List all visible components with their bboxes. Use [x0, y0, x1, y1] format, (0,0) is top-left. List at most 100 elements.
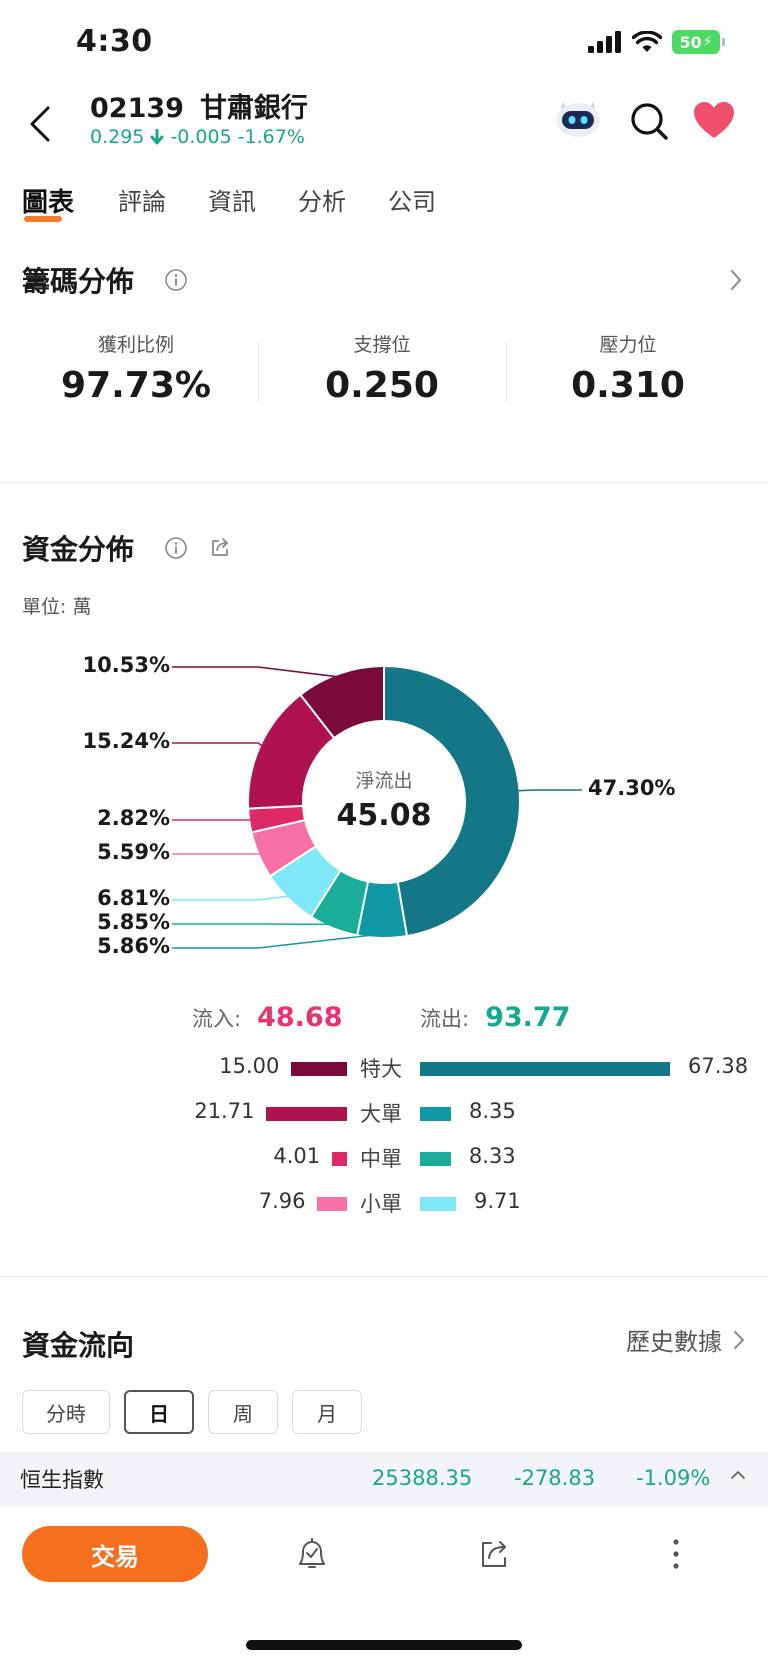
stock-price: 0.295	[90, 126, 145, 148]
outflow-value: 93.77	[485, 1002, 571, 1033]
capital-flow-title: 資金流向	[22, 1329, 135, 1362]
tab-analysis[interactable]: 分析	[298, 188, 346, 216]
slice-percent-label: 47.30%	[588, 776, 676, 800]
more-options-icon[interactable]	[656, 1534, 696, 1574]
period-tab-day[interactable]: 日	[124, 1390, 194, 1434]
history-data-link[interactable]: 歷史數據	[626, 1322, 746, 1357]
index-value: 25388.35	[372, 1466, 473, 1490]
price-change: -0.005	[170, 126, 232, 148]
outflow-amount: 8.33	[468, 1144, 516, 1168]
alert-bell-icon[interactable]	[292, 1534, 332, 1574]
resistance-level-stat: 壓力位 0.310	[500, 330, 756, 406]
ai-assistant-robot-icon[interactable]	[553, 96, 603, 140]
inflow-bar	[266, 1107, 347, 1121]
slice-percent-label: 5.59%	[97, 840, 170, 864]
outflow-amount: 67.38	[688, 1054, 749, 1078]
tab-chart[interactable]: 圖表	[22, 188, 75, 218]
inflow-summary: 流入: 48.68	[192, 1002, 342, 1033]
heart-icon	[694, 102, 734, 138]
inflow-value: 48.68	[257, 1002, 343, 1033]
main-tabs: 圖表 評論 資訊 分析 公司	[0, 176, 768, 226]
chevron-left-icon	[30, 106, 50, 142]
stock-code: 02139	[90, 93, 184, 124]
divider	[258, 342, 259, 402]
outflow-bar	[420, 1152, 451, 1166]
outflow-bar	[420, 1197, 457, 1211]
stat-value: 0.250	[325, 365, 439, 406]
slice-percent-label: 5.85%	[97, 910, 170, 934]
stock-header: 02139 甘肅銀行 0.295 -0.005 -1.67%	[0, 86, 768, 162]
chip-distribution-chevron-icon[interactable]	[728, 268, 744, 292]
tab-news[interactable]: 資訊	[208, 188, 256, 216]
period-tab-week[interactable]: 周	[208, 1390, 278, 1434]
chip-stats: 獲利比例 97.73% 支撐位 0.250 壓力位 0.310	[0, 330, 768, 410]
bottom-action-bar: 交易	[0, 1506, 768, 1662]
info-icon[interactable]	[164, 268, 188, 292]
status-time: 4:30	[76, 24, 153, 59]
inflow-bar	[317, 1197, 347, 1211]
capital-donut-chart: 淨流出 45.08 47.30% 5.86% 5.85% 6.81% 5.59% 2.82…	[0, 640, 768, 970]
period-tab-month[interactable]: 月	[292, 1390, 362, 1434]
order-size-label: 特大	[360, 1057, 402, 1081]
index-change-pct: -1.09%	[636, 1466, 711, 1490]
slice-percent-label: 15.24%	[82, 729, 170, 753]
slice-super-large-in	[299, 664, 385, 740]
section-divider	[0, 1276, 768, 1277]
inflow-amount: 15.00	[219, 1054, 280, 1078]
chevron-up-icon[interactable]	[730, 1468, 746, 1482]
chip-distribution-title: 籌碼分佈	[22, 265, 135, 298]
order-size-label: 中單	[360, 1147, 402, 1171]
back-button[interactable]	[18, 102, 62, 146]
search-button[interactable]	[628, 100, 672, 144]
leader-line	[172, 895, 292, 901]
battery-level: 50	[679, 32, 702, 52]
share-icon[interactable]	[474, 1534, 514, 1574]
divider	[506, 342, 507, 402]
unit-label: 單位: 萬	[22, 596, 92, 618]
outflow-bar	[420, 1062, 670, 1076]
tab-comments[interactable]: 評論	[118, 188, 166, 216]
trade-button[interactable]: 交易	[22, 1526, 208, 1582]
period-tab-intraday[interactable]: 分時	[22, 1390, 110, 1434]
flow-bar-row: 21.71 大單 8.35	[0, 1097, 768, 1131]
outflow-summary: 流出: 93.77	[420, 1002, 570, 1033]
status-bar: 4:30 50 ⚡	[0, 0, 768, 86]
leader-line	[172, 742, 265, 748]
cellular-signal-icon	[588, 31, 621, 53]
capital-distribution-title: 資金分佈	[22, 533, 135, 566]
outflow-amount: 8.35	[468, 1099, 516, 1123]
wifi-icon	[632, 31, 662, 52]
index-ticker-bar[interactable]: 恒生指數 25388.35 -278.83 -1.09%	[0, 1452, 768, 1506]
slice-super-large-out	[383, 664, 521, 938]
arrow-down-icon	[150, 129, 164, 145]
price-change-pct: -1.67%	[237, 126, 305, 148]
inflow-amount: 4.01	[273, 1144, 321, 1168]
period-tabs: 分時 日 周 月	[22, 1390, 362, 1434]
home-indicator	[246, 1640, 522, 1650]
chevron-right-icon	[734, 1330, 744, 1349]
inflow-bar	[291, 1062, 347, 1076]
inflow-amount: 21.71	[194, 1099, 255, 1123]
tab-company[interactable]: 公司	[388, 188, 436, 216]
profit-ratio-stat: 獲利比例 97.73%	[8, 330, 264, 406]
quote-line: 0.295 -0.005 -1.67%	[90, 126, 305, 148]
leader-line	[172, 666, 342, 678]
order-size-label: 大單	[360, 1102, 402, 1126]
donut-center-label: 淨流出	[355, 770, 413, 792]
inflow-label: 流入:	[192, 1007, 242, 1031]
order-size-label: 小單	[360, 1192, 402, 1216]
info-icon[interactable]	[164, 536, 188, 560]
search-icon	[631, 103, 668, 140]
share-icon[interactable]	[208, 536, 232, 560]
support-level-stat: 支撐位 0.250	[254, 330, 510, 406]
favorite-button[interactable]	[692, 100, 740, 144]
donut-svg	[172, 664, 582, 949]
section-divider	[0, 482, 768, 483]
index-change: -278.83	[514, 1466, 596, 1490]
battery-icon: 50 ⚡	[672, 30, 725, 54]
history-data-label: 歷史數據	[626, 1328, 722, 1356]
status-icons: 50 ⚡	[588, 30, 725, 54]
stat-label: 壓力位	[599, 334, 657, 356]
outflow-bar	[420, 1107, 451, 1121]
slice-percent-label: 5.86%	[97, 934, 170, 958]
